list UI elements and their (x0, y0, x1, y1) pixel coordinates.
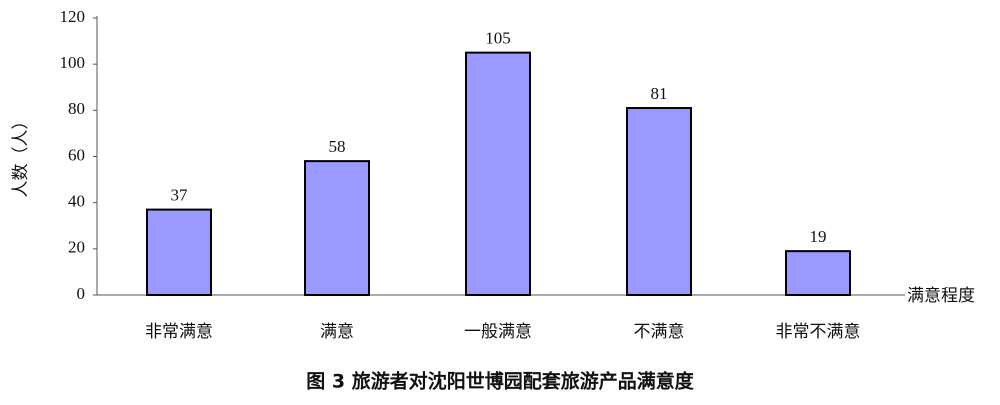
y-tick-label: 40 (68, 192, 85, 211)
x-tick-label: 一般满意 (464, 322, 532, 341)
data-label: 19 (810, 227, 827, 246)
data-label: 105 (485, 29, 511, 48)
x-tick-label: 非常不满意 (776, 322, 861, 341)
y-tick-label: 60 (68, 145, 85, 164)
data-label: 81 (651, 84, 668, 103)
bar (304, 160, 370, 296)
x-tick-label: 非常满意 (145, 322, 213, 341)
bar (785, 250, 851, 296)
y-tick-label: 120 (60, 7, 86, 26)
bar (626, 107, 692, 297)
y-tick-label: 100 (60, 53, 86, 72)
bar (146, 208, 212, 296)
data-label: 58 (329, 137, 346, 156)
y-axis-label: 人数（人） (11, 113, 30, 198)
y-tick-label: 80 (68, 99, 85, 118)
y-tick-label: 20 (68, 238, 85, 257)
bar (465, 51, 531, 296)
chart-caption: 图 3 旅游者对沈阳世博园配套旅游产品满意度 (306, 370, 694, 393)
y-tick-label: 0 (77, 284, 86, 303)
data-label: 37 (171, 185, 189, 204)
x-tick-label: 满意 (320, 322, 354, 341)
x-tick-label: 不满意 (634, 322, 685, 341)
x-axis-label: 满意程度 (907, 286, 975, 305)
